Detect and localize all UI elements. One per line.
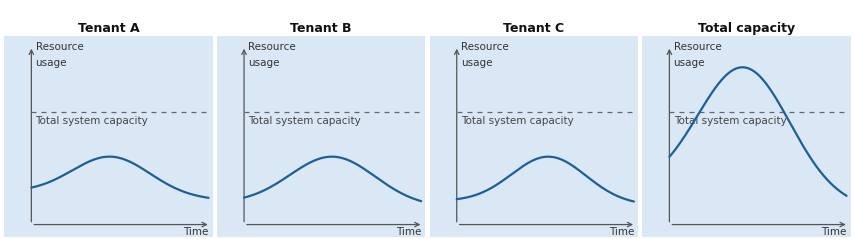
Text: Resource: Resource	[674, 42, 722, 52]
Title: Tenant C: Tenant C	[504, 22, 564, 35]
Title: Tenant A: Tenant A	[78, 22, 139, 35]
Text: Time: Time	[396, 227, 422, 237]
Text: usage: usage	[461, 58, 492, 68]
Text: usage: usage	[36, 58, 67, 68]
Text: Total system capacity: Total system capacity	[674, 116, 787, 126]
Text: Resource: Resource	[36, 42, 83, 52]
Text: Total system capacity: Total system capacity	[461, 116, 574, 126]
Text: Total system capacity: Total system capacity	[248, 116, 361, 126]
Text: Resource: Resource	[461, 42, 509, 52]
Text: usage: usage	[674, 58, 705, 68]
Text: Resource: Resource	[248, 42, 296, 52]
Text: usage: usage	[248, 58, 280, 68]
Text: Time: Time	[609, 227, 634, 237]
Title: Tenant B: Tenant B	[291, 22, 352, 35]
Text: Total system capacity: Total system capacity	[36, 116, 148, 126]
Title: Total capacity: Total capacity	[698, 22, 795, 35]
Text: Time: Time	[183, 227, 209, 237]
Text: Time: Time	[822, 227, 846, 237]
